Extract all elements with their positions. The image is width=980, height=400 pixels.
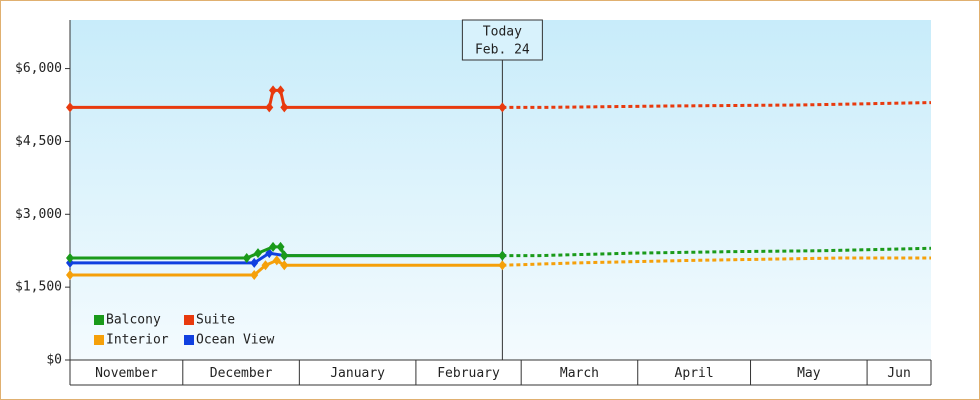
x-tick-label: February bbox=[437, 366, 500, 381]
point bbox=[269, 241, 278, 252]
today-label: Today bbox=[483, 25, 522, 40]
point bbox=[498, 102, 507, 113]
y-tick-label: $4,500 bbox=[15, 134, 62, 149]
point bbox=[498, 250, 507, 261]
point bbox=[253, 248, 262, 259]
legend-label: Suite bbox=[196, 313, 235, 328]
legend-label: Ocean View bbox=[196, 333, 274, 348]
point bbox=[265, 102, 274, 113]
x-tick-label: Jun bbox=[887, 366, 910, 381]
legend-swatch bbox=[94, 315, 104, 325]
y-tick-label: $3,000 bbox=[15, 207, 62, 222]
y-tick-label: $1,500 bbox=[15, 280, 62, 295]
point bbox=[272, 255, 281, 266]
x-tick-label: December bbox=[210, 366, 273, 381]
point bbox=[242, 253, 251, 263]
point bbox=[66, 102, 74, 113]
x-tick-label: November bbox=[95, 366, 158, 381]
today-box bbox=[461, 19, 543, 61]
point bbox=[66, 270, 74, 280]
legend-swatch bbox=[184, 315, 194, 325]
point bbox=[498, 260, 507, 271]
x-tick-label: May bbox=[797, 366, 821, 381]
today-date: Feb. 24 bbox=[475, 43, 530, 58]
point bbox=[66, 253, 74, 263]
x-tick-label: March bbox=[560, 366, 599, 381]
legend-label: Interior bbox=[106, 333, 169, 348]
forecast-line bbox=[502, 246, 932, 258]
plot-area bbox=[70, 20, 931, 360]
x-tick-label: April bbox=[675, 366, 714, 381]
point bbox=[269, 85, 278, 96]
series-line bbox=[70, 258, 503, 277]
y-tick-label: $0 bbox=[46, 353, 62, 368]
legend-label: Balcony bbox=[106, 313, 161, 328]
point bbox=[280, 260, 289, 271]
legend-swatch bbox=[184, 335, 194, 345]
y-tick-label: $6,000 bbox=[15, 61, 62, 76]
point bbox=[280, 102, 289, 113]
forecast-line bbox=[502, 101, 932, 109]
point bbox=[250, 257, 259, 268]
point bbox=[276, 241, 285, 252]
x-tick-label: January bbox=[330, 366, 385, 381]
point bbox=[276, 85, 285, 96]
point bbox=[261, 260, 270, 271]
legend-swatch bbox=[94, 335, 104, 345]
point bbox=[280, 250, 289, 261]
forecast-line bbox=[502, 256, 931, 267]
point bbox=[250, 270, 259, 280]
